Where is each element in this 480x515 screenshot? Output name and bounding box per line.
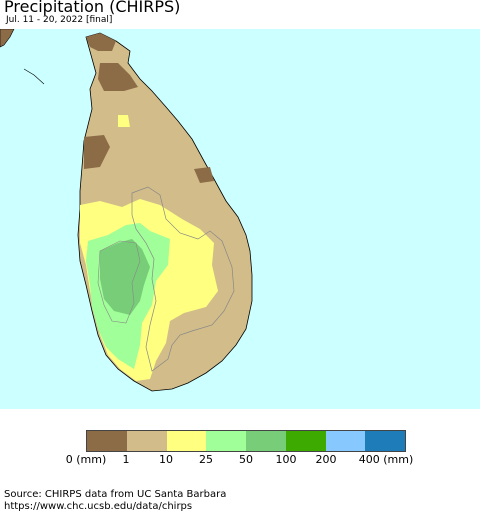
legend-label: 200 bbox=[315, 453, 337, 466]
admin-boundary-2 bbox=[97, 240, 141, 324]
legend-swatch bbox=[206, 431, 246, 451]
legend-label: 100 bbox=[275, 453, 297, 466]
dry-zone-north bbox=[98, 63, 138, 91]
legend-swatch bbox=[325, 431, 366, 451]
legend-swatch bbox=[365, 431, 405, 451]
source-credit: Source: CHIRPS data from UC Santa Barbar… bbox=[4, 489, 226, 513]
dry-zone-jaffna bbox=[86, 33, 116, 51]
source-text: Source: CHIRPS data from UC Santa Barbar… bbox=[4, 489, 227, 500]
legend-swatch bbox=[126, 431, 167, 451]
color-legend bbox=[86, 430, 406, 452]
legend-swatch bbox=[87, 431, 127, 451]
legend-label: 10 bbox=[159, 453, 173, 466]
legend-label: 400 (mm) bbox=[358, 453, 414, 466]
legend-label: 0 (mm) bbox=[65, 453, 107, 466]
yellow-patch-north bbox=[118, 115, 130, 127]
dry-zone-east bbox=[194, 167, 214, 183]
map-title: Precipitation (CHIRPS) bbox=[4, 0, 181, 16]
legend-label: 25 bbox=[199, 453, 213, 466]
coastline-fragment bbox=[23, 68, 45, 85]
green-zone bbox=[100, 239, 150, 315]
legend-swatch bbox=[285, 431, 326, 451]
legend-label: 1 bbox=[122, 453, 130, 466]
map-subtitle: Jul. 11 - 20, 2022 [final] bbox=[6, 15, 113, 25]
legend-swatch bbox=[166, 431, 207, 451]
legend-swatch bbox=[246, 431, 286, 451]
legend-label: 50 bbox=[239, 453, 253, 466]
precipitation-map bbox=[0, 29, 480, 409]
dry-zone-west bbox=[84, 135, 110, 169]
admin-boundary bbox=[131, 186, 235, 372]
source-url[interactable]: https://www.chc.ucsb.edu/data/chirps bbox=[4, 501, 193, 512]
india-landmass bbox=[0, 29, 15, 48]
ocean bbox=[0, 29, 480, 409]
